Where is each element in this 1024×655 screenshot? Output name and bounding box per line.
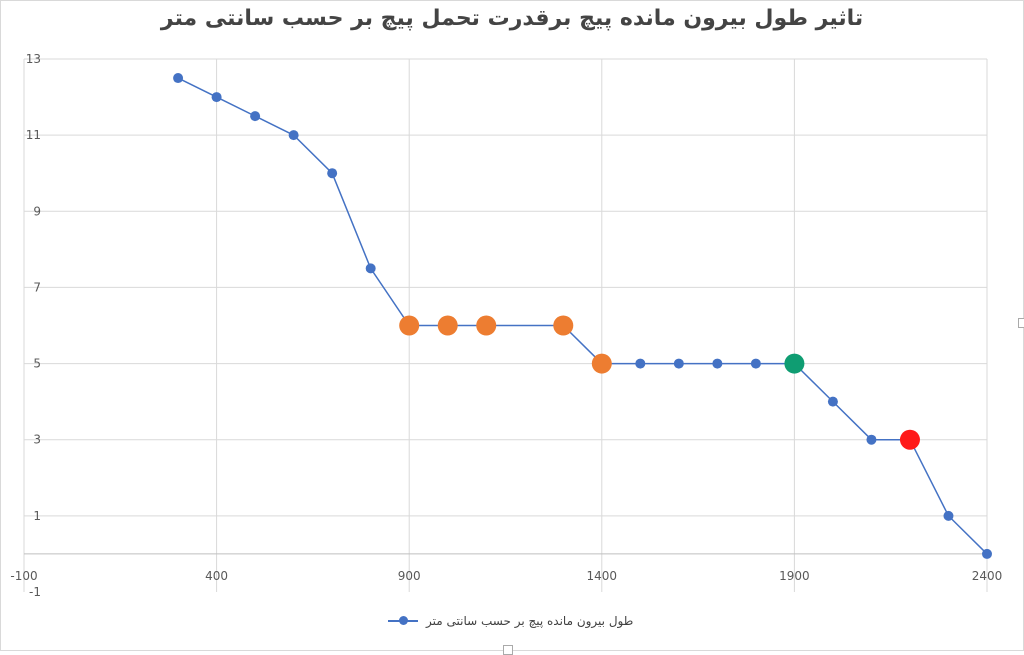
highlight-point	[476, 315, 497, 336]
y-tick-label: 9	[33, 204, 41, 218]
series-layer	[173, 73, 992, 559]
legend-marker-icon	[388, 616, 418, 625]
chart-title: تاثیر طول بیرون مانده پیچ برقدرت تحمل پی…	[160, 6, 864, 31]
y-tick-label: 13	[26, 52, 41, 66]
highlight-point	[591, 353, 612, 374]
y-tick-label: -1	[29, 585, 41, 599]
y-tick-label: 11	[26, 128, 41, 142]
x-tick-label: 900	[398, 569, 421, 583]
x-tick-label: 1400	[587, 569, 618, 583]
y-tick-label: 1	[33, 509, 41, 523]
data-point	[712, 358, 723, 369]
resize-handle-bottom[interactable]	[503, 645, 513, 655]
data-point	[250, 111, 261, 122]
data-point	[211, 92, 222, 103]
series-line	[177, 77, 988, 555]
y-tick-label: 5	[33, 357, 41, 371]
data-point	[750, 358, 761, 369]
data-point	[982, 548, 992, 559]
highlight-point	[784, 353, 805, 374]
data-point	[866, 434, 877, 445]
legend-series-label: طول بیرون مانده پیچ بر حسب سانتی متر	[426, 614, 634, 628]
data-point	[288, 130, 299, 141]
data-point	[673, 358, 684, 369]
y-tick-label: 7	[33, 280, 41, 294]
x-tick-label: -100	[10, 569, 37, 583]
data-point	[327, 168, 338, 179]
data-point	[827, 396, 838, 407]
x-tick-label: 1900	[779, 569, 810, 583]
data-point	[365, 263, 376, 274]
highlight-point	[899, 429, 920, 450]
x-tick-label: 2400	[972, 569, 1003, 583]
y-tick-label: 3	[33, 433, 41, 447]
data-point	[943, 510, 954, 521]
highlight-point	[437, 315, 458, 336]
x-tick-label: 400	[205, 569, 228, 583]
highlight-point	[553, 315, 574, 336]
data-point	[635, 358, 646, 369]
legend: طول بیرون مانده پیچ بر حسب سانتی متر	[388, 614, 633, 628]
highlight-point	[399, 315, 420, 336]
resize-handle-right[interactable]	[1018, 318, 1024, 328]
data-point	[173, 73, 184, 84]
